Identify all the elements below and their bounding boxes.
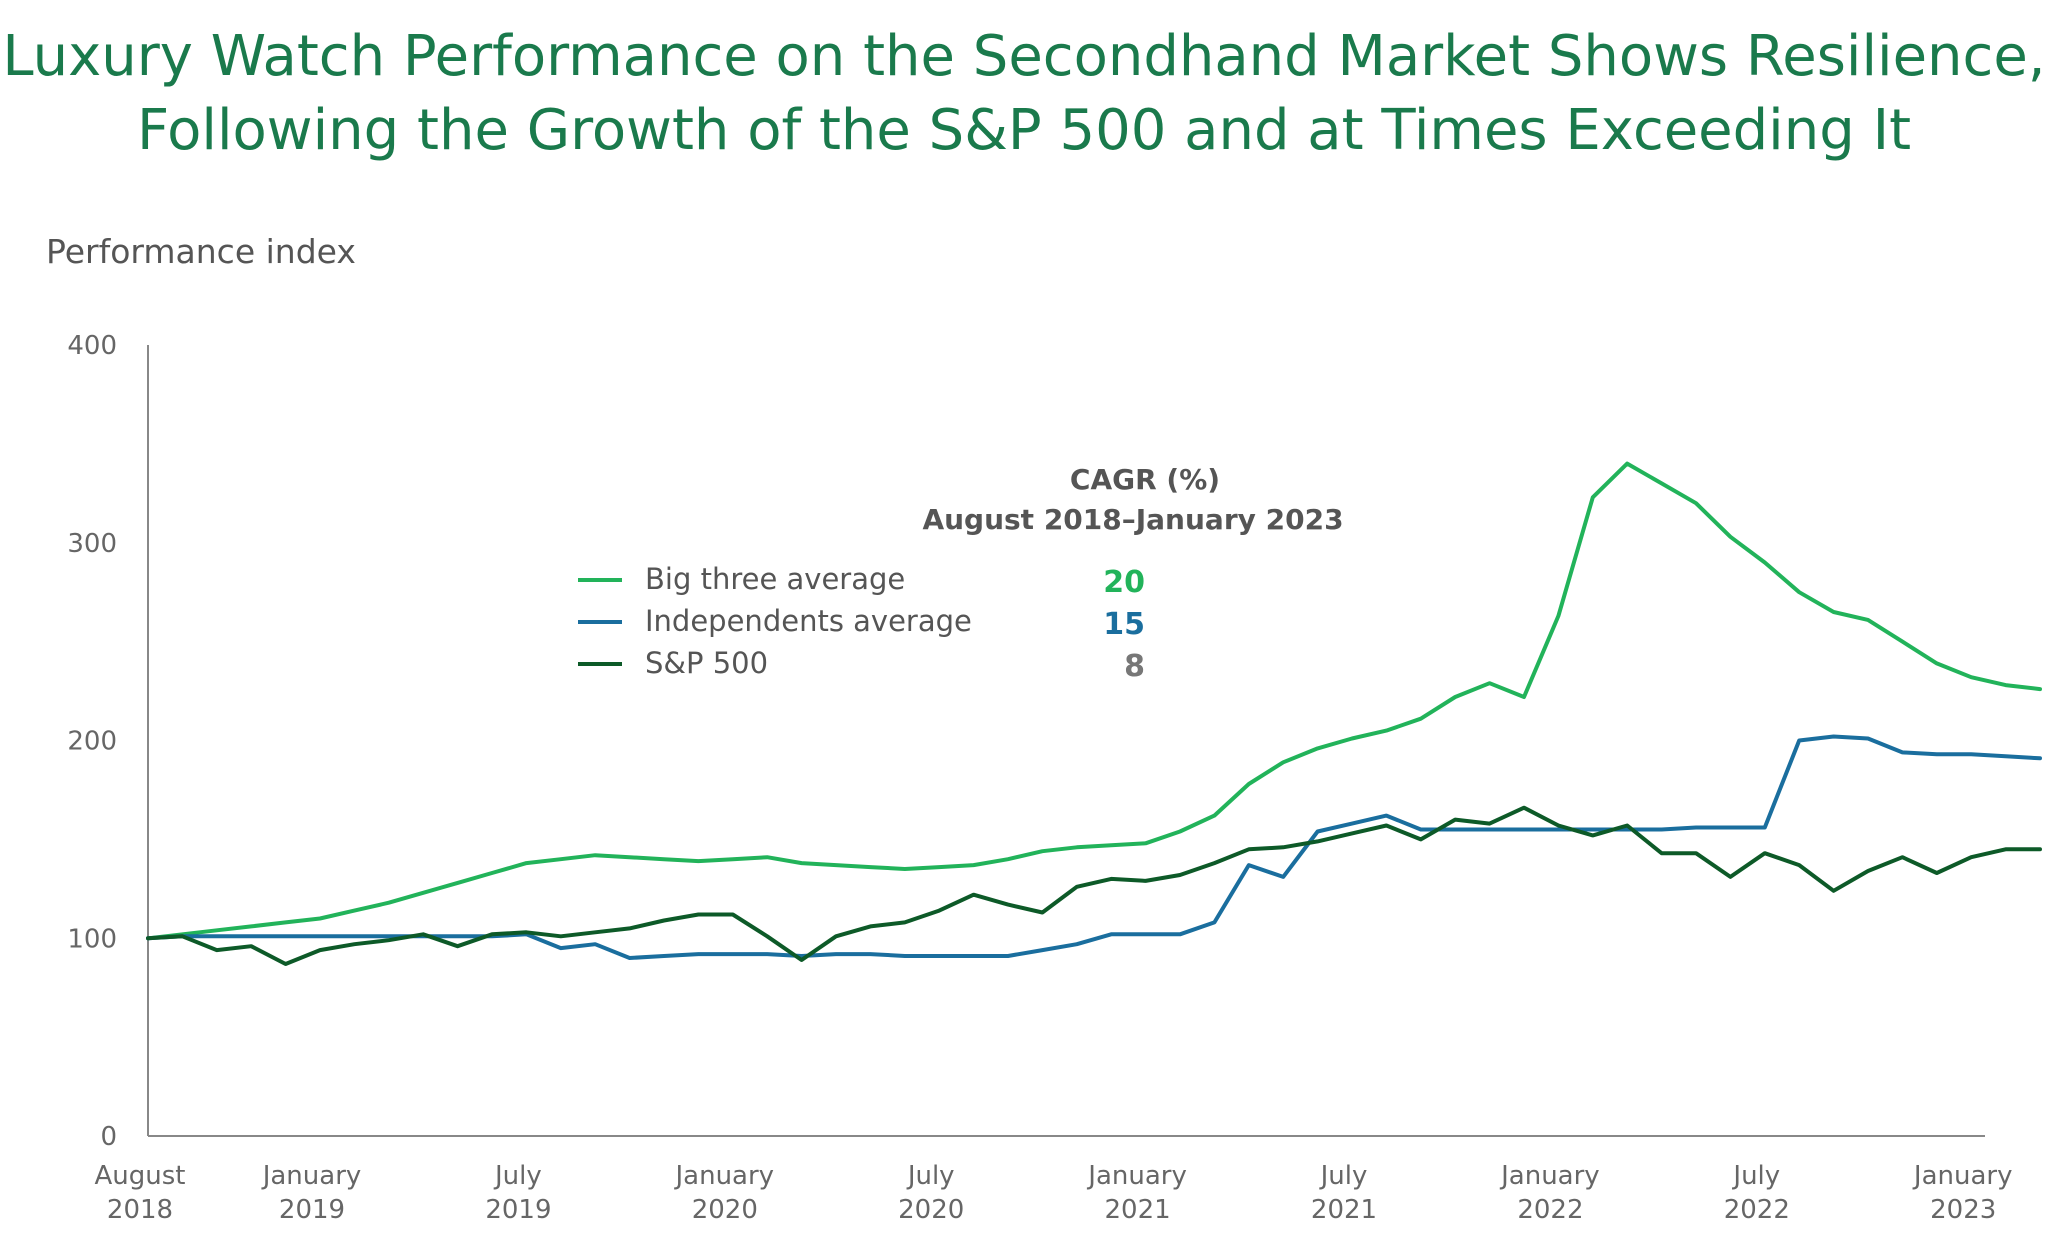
- cagr-value: 20: [1103, 565, 1145, 600]
- x-tick-label-line: 2019: [279, 1195, 345, 1225]
- y-axis-ticks: 400 300 200 100 0: [67, 331, 117, 1152]
- x-tick-label-line: 2018: [107, 1195, 173, 1225]
- x-tick-label-line: January: [1499, 1161, 1600, 1191]
- x-tick-label: January 2021: [1086, 1161, 1187, 1225]
- series-line-big-three-average: [146, 461, 2042, 941]
- cagr-value: 8: [1124, 649, 1145, 684]
- x-tick-label: August 2018: [95, 1161, 186, 1225]
- series-line-s-p-500: [146, 805, 2042, 966]
- x-tick-label-line: 2021: [1311, 1195, 1377, 1225]
- x-tick-label-line: 2021: [1105, 1195, 1171, 1225]
- x-tick-label: July 2022: [1724, 1161, 1790, 1225]
- legend-item: S&P 500 8: [578, 646, 1145, 684]
- y-axis-label: Performance index: [46, 232, 356, 271]
- legend-item: Big three average 20: [578, 562, 1145, 600]
- x-axis-ticks: August 2018 January 2019 July 2019 January 2020…: [95, 1161, 2013, 1225]
- chart-title: Luxury Watch Performance on the Secondha…: [2, 24, 2046, 163]
- x-tick-label-line: 2020: [692, 1195, 758, 1225]
- cagr-value: 15: [1103, 607, 1145, 642]
- series-lines: [146, 461, 2042, 966]
- legend-label: Independents average: [645, 604, 972, 638]
- series-line-independents-average: [146, 734, 2042, 960]
- x-tick-label-line: July: [1731, 1161, 1780, 1191]
- y-tick-label: 400: [67, 331, 117, 361]
- x-tick-label-line: July: [493, 1161, 542, 1191]
- x-tick-label-line: July: [906, 1161, 955, 1191]
- x-tick-label-line: 2019: [485, 1195, 551, 1225]
- x-tick-label: July 2019: [485, 1161, 551, 1225]
- legend: CAGR (%) August 2018–January 2023 Big th…: [578, 463, 1344, 684]
- x-tick-label: July 2020: [898, 1161, 964, 1225]
- legend-item: Independents average 15: [578, 604, 1145, 642]
- x-tick-label-line: 2020: [898, 1195, 964, 1225]
- x-tick-label: January 2023: [1912, 1161, 2013, 1225]
- y-tick-label: 100: [67, 924, 117, 954]
- x-tick-label: January 2022: [1499, 1161, 1600, 1225]
- x-tick-label-line: August: [95, 1161, 186, 1191]
- x-tick-label-line: January: [674, 1161, 775, 1191]
- x-tick-label-line: January: [1086, 1161, 1187, 1191]
- x-tick-label-line: 2023: [1930, 1195, 1996, 1225]
- x-tick-label: July 2021: [1311, 1161, 1377, 1225]
- legend-label: Big three average: [645, 562, 905, 596]
- cagr-period: August 2018–January 2023: [922, 503, 1343, 536]
- legend-label: S&P 500: [645, 646, 768, 680]
- x-tick-label: January 2020: [674, 1161, 775, 1225]
- cagr-heading: CAGR (%): [1070, 463, 1220, 496]
- y-tick-label: 200: [67, 727, 117, 757]
- y-tick-label: 0: [100, 1122, 117, 1152]
- x-tick-label-line: 2022: [1724, 1195, 1790, 1225]
- x-tick-label: January 2019: [261, 1161, 362, 1225]
- x-tick-label-line: January: [1912, 1161, 2013, 1191]
- x-tick-label-line: July: [1319, 1161, 1368, 1191]
- x-tick-label-line: January: [261, 1161, 362, 1191]
- axes: [147, 345, 1985, 1137]
- y-tick-label: 300: [67, 529, 117, 559]
- x-tick-label-line: 2022: [1517, 1195, 1583, 1225]
